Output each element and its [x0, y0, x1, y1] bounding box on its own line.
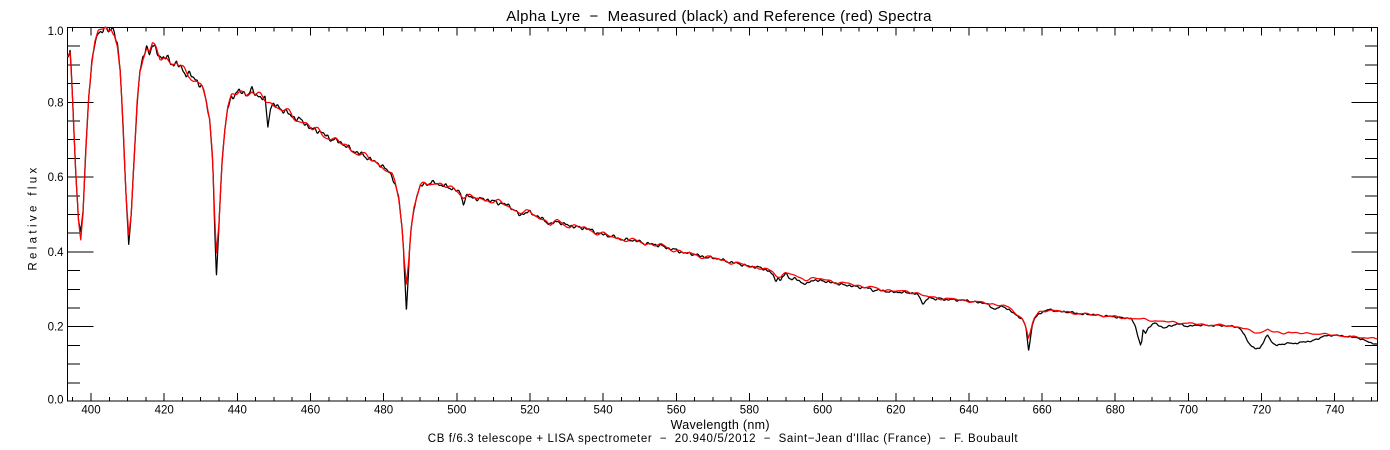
svg-text:0.4: 0.4 — [48, 247, 65, 259]
svg-text:680: 680 — [1106, 404, 1125, 416]
svg-text:Relative flux: Relative flux — [28, 164, 40, 270]
svg-text:720: 720 — [1252, 404, 1271, 416]
svg-text:460: 460 — [301, 404, 320, 416]
svg-text:CB f/6.3 telescope + LISA spec: CB f/6.3 telescope + LISA spectrometer −… — [428, 433, 1019, 445]
svg-text:440: 440 — [228, 404, 247, 416]
svg-text:0.8: 0.8 — [48, 97, 64, 109]
svg-text:640: 640 — [959, 404, 978, 416]
svg-text:1.0: 1.0 — [48, 26, 64, 38]
svg-text:Alpha Lyre − Measured (black: Alpha Lyre − Measured (black) and Refere… — [506, 8, 932, 25]
svg-text:420: 420 — [155, 404, 174, 416]
svg-text:400: 400 — [81, 404, 100, 416]
svg-text:0.0: 0.0 — [48, 394, 64, 406]
svg-text:0.6: 0.6 — [48, 172, 64, 184]
svg-text:520: 520 — [520, 404, 539, 416]
svg-text:620: 620 — [886, 404, 905, 416]
svg-text:480: 480 — [374, 404, 393, 416]
svg-text:Wavelength (nm): Wavelength (nm) — [671, 418, 770, 432]
svg-text:500: 500 — [447, 404, 466, 416]
svg-text:600: 600 — [813, 404, 832, 416]
svg-text:540: 540 — [594, 404, 613, 416]
svg-text:580: 580 — [740, 404, 759, 416]
svg-text:0.2: 0.2 — [48, 322, 64, 334]
svg-text:740: 740 — [1325, 404, 1344, 416]
svg-text:560: 560 — [667, 404, 686, 416]
svg-text:660: 660 — [1033, 404, 1052, 416]
svg-text:700: 700 — [1179, 404, 1198, 416]
